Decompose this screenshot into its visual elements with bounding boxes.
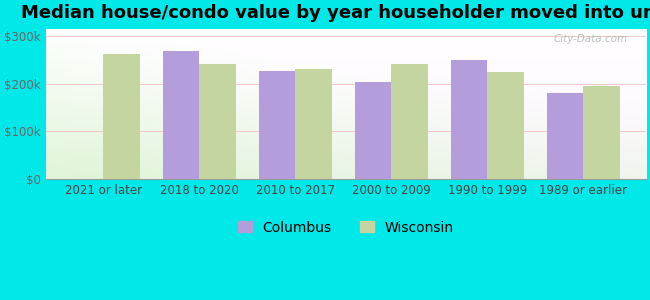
Bar — [355, 82, 391, 179]
Title: Median house/condo value by year householder moved into unit: Median house/condo value by year househo… — [21, 4, 650, 22]
Bar — [200, 64, 236, 179]
Bar — [103, 54, 140, 179]
Bar — [259, 70, 295, 179]
Bar — [547, 93, 584, 179]
Bar — [584, 86, 620, 179]
Bar — [391, 64, 428, 179]
Bar — [451, 60, 488, 179]
Bar — [295, 69, 332, 179]
Bar — [488, 71, 524, 179]
Legend: Columbus, Wisconsin: Columbus, Wisconsin — [238, 220, 454, 235]
Text: City-Data.com: City-Data.com — [554, 34, 628, 44]
Bar — [162, 51, 200, 179]
